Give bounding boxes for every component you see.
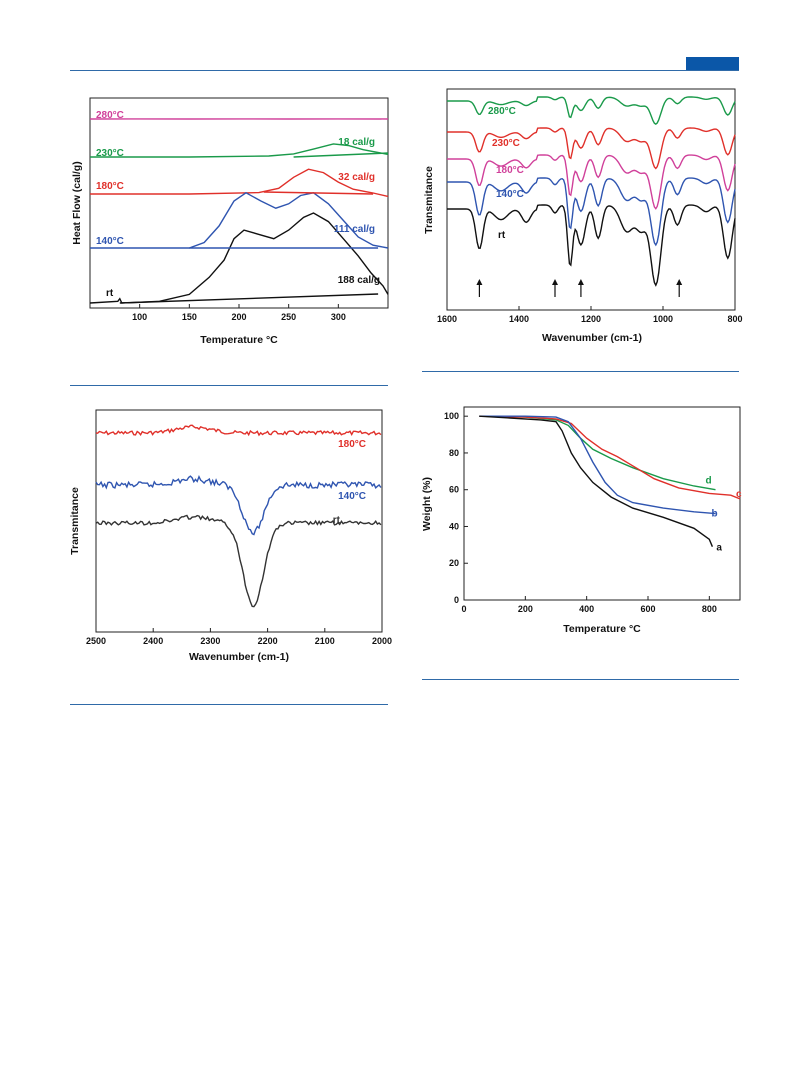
dsc-chart: 100 150 200 250 300 280°C 230°C 18 cal/g 180°C 3… <box>71 97 389 346</box>
plot-frame <box>95 409 383 633</box>
x-tick-label: 2400 <box>143 636 163 646</box>
dsc-curve <box>90 168 389 198</box>
tga-curve <box>479 415 716 515</box>
tga-curve <box>479 415 714 547</box>
header-rule <box>70 70 739 71</box>
y-axis-label: Weight (%) <box>421 477 433 531</box>
series-label: 140°C <box>96 236 124 247</box>
x-tick-label: 2500 <box>86 636 106 646</box>
arrow-head <box>676 279 683 285</box>
peak-label: 32 cal/g <box>338 172 375 183</box>
x-tick-label: 2100 <box>315 636 335 646</box>
x-axis-label: Temperature °C <box>200 334 278 346</box>
series-label: rt <box>106 288 114 299</box>
nitrile-curve <box>95 514 382 608</box>
ftir-curve <box>447 127 736 170</box>
x-axis-label: Wavenumber (cm-1) <box>189 651 289 663</box>
baseline-230 <box>293 152 389 158</box>
x-tick-label: 600 <box>640 604 655 614</box>
series-label: c <box>736 489 742 500</box>
x-tick-label: 0 <box>461 604 466 614</box>
ftir-curve <box>447 96 736 125</box>
caption-rule-tga <box>422 679 739 680</box>
peak-label: 111 cal/g <box>334 224 375 235</box>
y-axis-label: Heat Flow (cal/g) <box>71 161 83 244</box>
y-tick-label: 100 <box>444 411 459 421</box>
caption-rule-nitrile <box>70 704 388 705</box>
series-label: rt <box>498 230 506 241</box>
y-tick-label: 40 <box>449 521 459 531</box>
peak-label: 188 cal/g <box>338 275 380 286</box>
x-tick-label: 400 <box>579 604 594 614</box>
x-tick-label: 1000 <box>653 314 673 324</box>
x-tick-label: 2200 <box>258 636 278 646</box>
x-tick-label: 1400 <box>509 314 529 324</box>
arrow-head <box>577 279 584 285</box>
ftir-chart: 1600 1400 1200 1000 800 280°C 230°C 180°C 140°C… <box>423 88 743 344</box>
x-tick-label: 800 <box>702 604 717 614</box>
tga-chart: 0 200 400 600 800 0 20 40 60 80 100 d c b a Temperatu… <box>421 406 742 635</box>
baseline-180 <box>263 191 374 195</box>
x-tick-label: 150 <box>182 312 197 322</box>
x-tick-label: 2300 <box>200 636 220 646</box>
ftir-curve <box>447 204 736 287</box>
series-label: 180°C <box>496 165 524 176</box>
plot-frame <box>446 88 736 311</box>
dsc-curve <box>90 143 389 158</box>
x-tick-label: 800 <box>727 314 742 324</box>
x-tick-label: 300 <box>331 312 346 322</box>
x-axis-label: Wavenumber (cm-1) <box>542 332 642 344</box>
x-axis-label: Temperature °C <box>563 623 641 635</box>
tga-curve <box>479 415 716 491</box>
x-tick-label: 100 <box>132 312 147 322</box>
x-tick-label: 250 <box>281 312 296 322</box>
arrow-head <box>476 279 483 285</box>
series-label: a <box>716 543 722 554</box>
x-tick-label: 1200 <box>581 314 601 324</box>
baseline-rt <box>119 293 379 304</box>
y-tick-label: 80 <box>449 448 459 458</box>
nitrile-curve <box>95 424 382 437</box>
series-label: rt <box>333 515 341 526</box>
y-tick-label: 20 <box>449 558 459 568</box>
series-label: 280°C <box>488 106 516 117</box>
caption-rule-ftir <box>422 371 739 372</box>
nitrile-curve <box>95 474 382 536</box>
y-tick-label: 0 <box>454 595 459 605</box>
y-axis-label: Transmitance <box>69 487 81 555</box>
dsc-curve <box>90 191 389 249</box>
series-label: 280°C <box>96 110 124 121</box>
nitrile-ftir-chart: 2500 2400 2300 2200 2100 2000 180°C 140°C rt Wa… <box>69 409 392 663</box>
series-label: b <box>711 509 717 520</box>
tga-curve <box>479 415 741 500</box>
ftir-curve <box>447 177 736 247</box>
series-label: d <box>705 476 711 487</box>
caption-rule-dsc <box>70 385 388 386</box>
series-label: 180°C <box>338 439 366 450</box>
ftir-curve <box>447 154 736 210</box>
series-label: 230°C <box>492 138 520 149</box>
arrow-head <box>552 279 558 285</box>
plot-frame <box>463 406 741 601</box>
x-tick-label: 2000 <box>372 636 392 646</box>
series-label: 140°C <box>496 189 524 200</box>
x-tick-label: 200 <box>518 604 533 614</box>
series-label: 230°C <box>96 148 124 159</box>
y-tick-label: 60 <box>449 485 459 495</box>
x-tick-label: 1600 <box>437 314 457 324</box>
y-axis-label: Transmitance <box>423 166 435 234</box>
header-tab <box>686 57 739 70</box>
peak-label: 18 cal/g <box>338 137 375 148</box>
series-label: 140°C <box>338 491 366 502</box>
series-label: 180°C <box>96 181 124 192</box>
x-tick-label: 200 <box>231 312 246 322</box>
